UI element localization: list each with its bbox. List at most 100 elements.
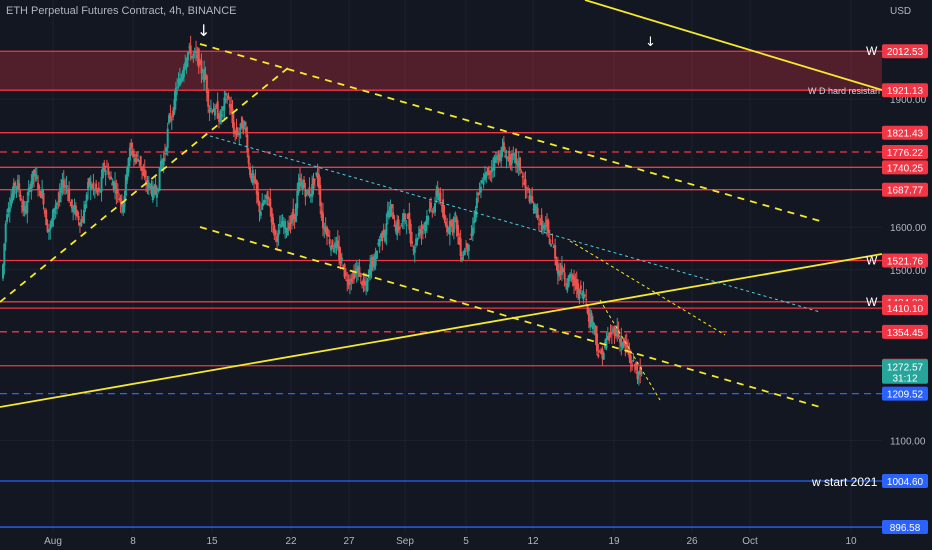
candle-body [474,210,477,222]
trendline-channel-bottom [199,226,821,408]
candle-body [467,244,470,251]
candle-body [154,184,157,195]
candle-body [606,335,609,340]
candle-body [68,188,71,202]
candle-body [239,123,242,130]
candle-body [305,190,308,192]
price-badge-label: 1354.45 [887,328,924,339]
candle-body [159,160,162,171]
price-badge [882,125,928,140]
candle-body [477,193,480,195]
candle-body [579,285,582,290]
candle-body [108,177,111,179]
candle-body [560,265,563,275]
candle-body [353,272,355,280]
candle-body [563,272,566,280]
candle-body [22,200,25,212]
candle-body [509,156,512,166]
candle-body [344,273,347,276]
candle-body [288,222,291,229]
candle-body [119,198,122,203]
candle-body [546,219,549,227]
candle-body [482,182,485,185]
resistance-zone [0,51,882,91]
candle-body [427,216,430,221]
candle-body [278,224,281,226]
candle-body [34,174,37,177]
candle-body [173,99,176,113]
candle-body [242,124,245,132]
candle-body [215,105,218,108]
candle-body [261,203,264,210]
candle-body [97,187,100,190]
candle-body [443,214,446,221]
price-badge-label: 1740.25 [887,163,924,174]
candle-body [245,127,247,132]
candle-body [172,110,175,117]
candle-body [466,243,469,248]
candle-body [396,222,399,236]
candle-body [301,184,304,190]
candle-body [308,187,311,197]
candle-body [223,97,226,110]
candle-body [153,186,156,191]
candle-body [471,227,474,236]
candle-body [69,205,72,207]
y-tick-label: 1100.00 [890,436,926,447]
candle-body [502,142,505,151]
candle-body [369,264,372,276]
candle-body [182,66,185,78]
candle-body [589,318,592,328]
candle-body [465,248,468,250]
candle-body [168,115,171,123]
price-badge-label: 896.58 [890,523,921,534]
candle-body [294,204,297,223]
candle-body [107,167,110,175]
candle-body [169,113,172,119]
candle-body [573,276,576,286]
candle-body [243,121,246,126]
price-badge [882,386,928,401]
price-badge-label: 1004.60 [887,477,924,488]
candle-body [455,216,458,230]
candle-body [564,283,567,285]
candle-body [639,367,642,375]
candle-body [535,206,538,209]
candle-body [434,203,436,213]
candle-body [415,238,418,246]
candle-body [562,268,565,272]
candle-body [463,250,466,256]
candle-body [35,176,38,179]
candle-body [640,371,643,375]
candle-body [213,107,216,116]
candle-body [181,72,184,80]
candle-body [43,210,46,214]
candle-body [274,230,277,235]
candle-body [524,179,527,189]
candle-body [88,178,91,186]
candle-body [612,328,615,332]
price-badge-label: 1410.10 [887,304,924,315]
candle-body [137,159,139,162]
candle-body [128,147,131,161]
candle-body [157,188,160,192]
candle-body [512,154,515,156]
candle-body [208,109,211,112]
candle-body [27,188,30,196]
candle-body [289,222,292,224]
candle-body [212,109,215,113]
candle-body [240,117,243,129]
candle-body [104,169,107,176]
candle-body [83,209,85,224]
candle-body [222,106,225,111]
candle-body [70,199,73,209]
chart-title: ETH Perpetual Futures Contract, 4h, BINA… [6,5,237,17]
candle-body [438,193,441,201]
candle-body [436,187,439,196]
candle-body [493,156,496,171]
candle-body [60,187,63,193]
candle-body [272,217,274,225]
trendline-cyan [209,135,821,313]
price-badge-label: 1776.22 [887,148,924,159]
